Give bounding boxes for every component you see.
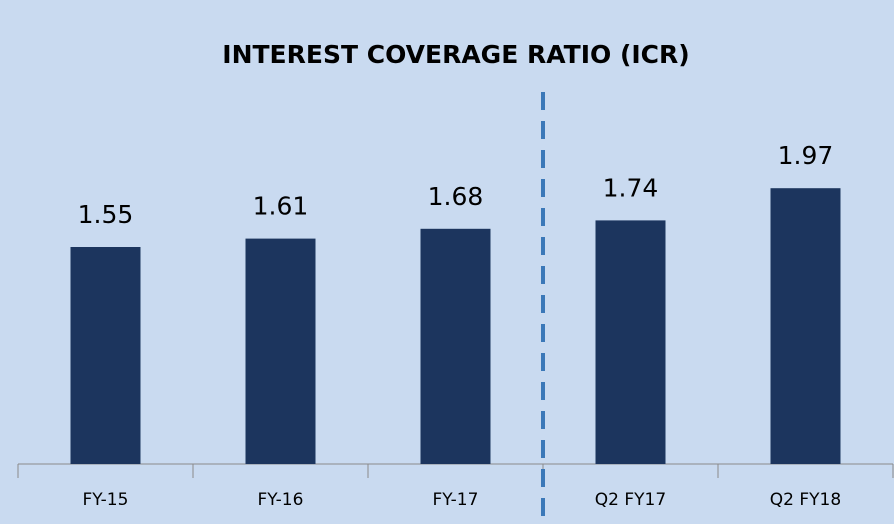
value-label: 1.97 <box>778 141 834 170</box>
chart-title: INTEREST COVERAGE RATIO (ICR) <box>222 40 689 69</box>
bar <box>595 220 666 464</box>
x-tick-label: FY-16 <box>258 490 304 510</box>
bar <box>420 228 491 464</box>
value-label: 1.74 <box>603 173 659 202</box>
x-tick-label: Q2 FY17 <box>595 490 666 510</box>
x-tick-label: Q2 FY18 <box>770 490 841 510</box>
bar <box>70 247 141 464</box>
value-label: 1.61 <box>253 192 309 221</box>
bar <box>245 238 316 464</box>
value-label: 1.55 <box>78 200 134 229</box>
x-tick-label: FY-17 <box>433 490 479 510</box>
bar <box>770 188 841 464</box>
x-tick-label: FY-15 <box>83 490 129 510</box>
value-label: 1.68 <box>428 182 484 211</box>
